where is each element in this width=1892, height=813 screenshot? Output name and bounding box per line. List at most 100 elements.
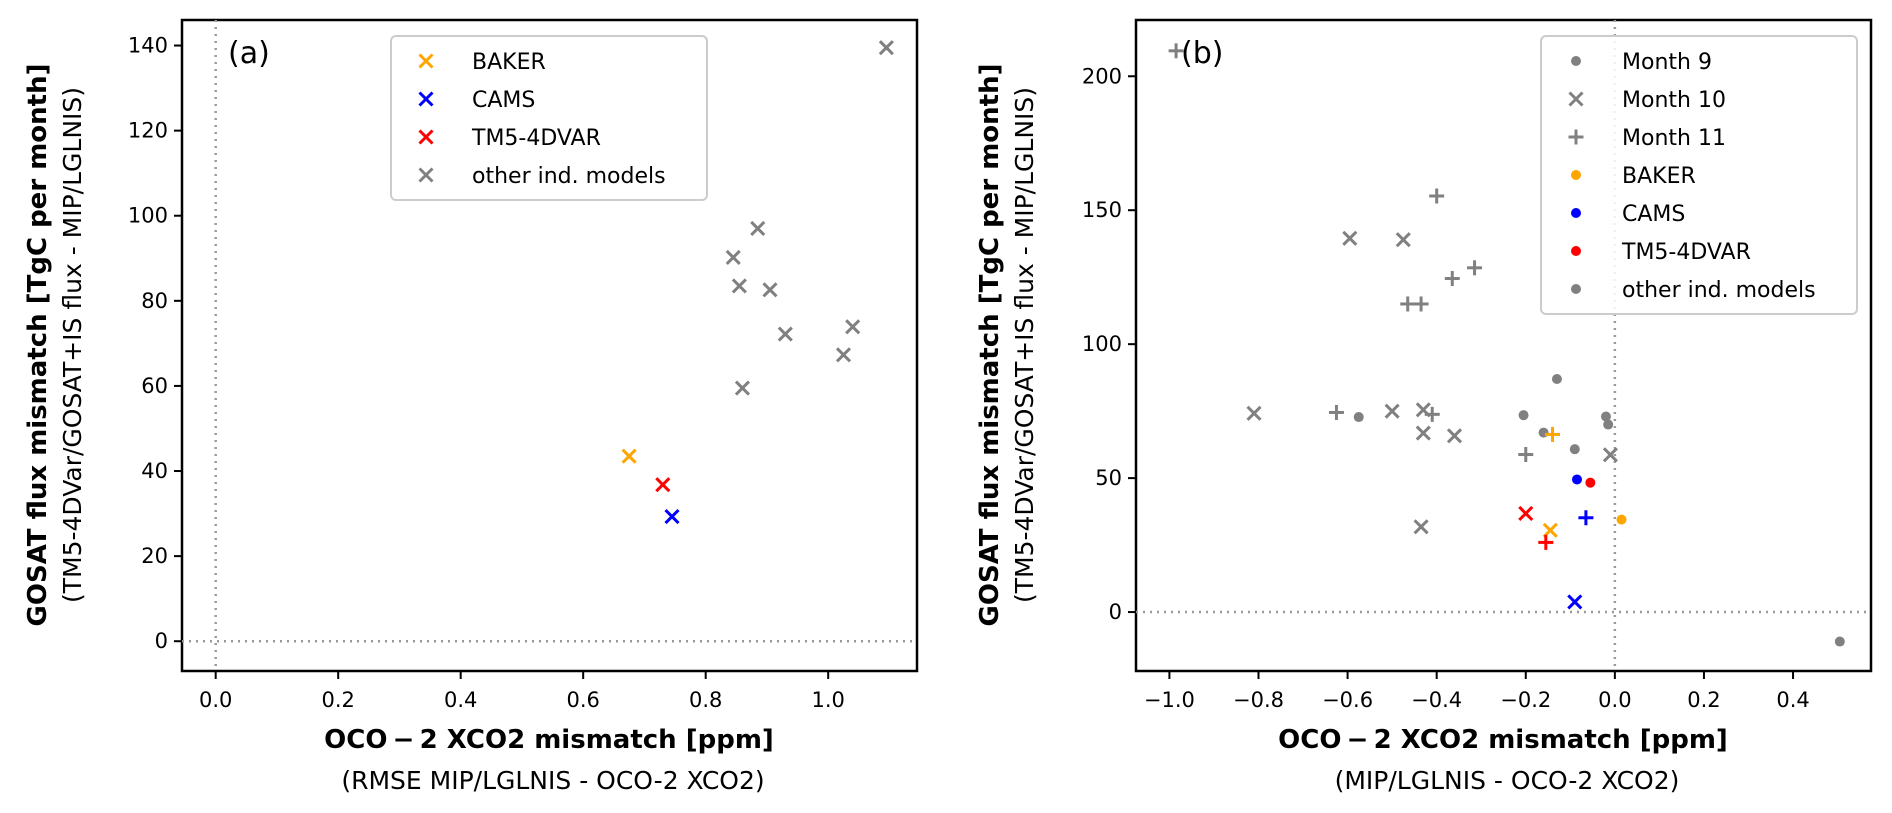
data-point-other-ind-models-month-11 [1518,447,1534,463]
panel-a-data-points [621,40,894,525]
panel-b-y-axis-label: GOSAT flux mismatch [TgC per month] [975,64,1005,627]
data-point-tm5-4dvar [655,477,671,493]
legend-label-other-ind-models: other ind. models [472,164,666,189]
data-point-other-ind-models-month-11 [1467,260,1483,276]
data-point-other-ind-models-month-10 [1415,425,1431,441]
data-point-other-ind-models-month-11 [1328,404,1344,420]
x-tick-label: 0.2 [321,688,354,712]
x-tick-label: 0.0 [1598,688,1631,712]
panel-a-label: (a) [228,36,270,71]
panel-a-x-axis-label: OCO − 2 XCO2 mismatch [ppm] [324,725,774,755]
x-tick-label: 0.4 [444,688,477,712]
y-tick-label: 60 [141,374,168,398]
legend-marker-baker [1571,170,1581,180]
legend-marker-other-ind-models [418,167,434,183]
y-tick-label: 200 [1082,64,1122,88]
data-point-cams [664,508,680,525]
data-point-tm5-4dvar-month-11 [1538,534,1554,550]
data-point-other-ind-models-month-9 [1603,419,1614,430]
x-tick-label: −0.2 [1500,688,1551,712]
data-point-other-ind-models-month-10 [1384,403,1400,419]
legend-marker-cams [1571,208,1581,218]
y-tick-label: 100 [1082,332,1122,356]
data-point-other-ind-models [734,380,750,396]
y-tick-label: 50 [1095,466,1122,490]
data-point-other-ind-models-month-11 [1413,296,1429,312]
data-point-other-ind-models-month-9 [1518,410,1529,421]
legend-box [1540,35,1858,315]
data-point-other-ind-models [845,319,861,335]
y-tick-label: 80 [141,289,168,313]
panel-b-x-axis-label: OCO − 2 XCO2 mismatch [ppm] [1278,725,1728,755]
data-point-other-ind-models-month-11 [1168,43,1184,59]
data-point-other-ind-models-month-9 [1551,373,1562,384]
legend-label-baker: BAKER [1622,164,1696,189]
data-point-baker [621,448,637,464]
panel-a-y-axis-sublabel: (TM5-4DVar/GOSAT+IS flux - MIP/LGLNIS) [58,87,87,603]
panel-b-x-ticks: −1.0 −0.8 −0.6 −0.4 −0.2 0.0 0.2 0.4 [1144,671,1810,712]
legend-marker-baker [418,53,434,69]
legend-label-cams: CAMS [1622,202,1685,227]
panel-b-x-axis-sublabel: (MIP/LGLNIS - OCO-2 XCO2) [1335,766,1680,795]
data-point-other-ind-models [762,282,778,298]
data-point-other-ind-models-month-10 [1342,230,1358,246]
data-point-other-ind-models-month-9 [1538,427,1549,438]
legend-label-month-10: Month 10 [1622,88,1726,113]
panel-b-label: (b) [1181,36,1223,71]
panel-a-scatter: 0.0 0.2 0.4 0.6 0.8 1.0 0 20 40 60 80 100 120 140 (a… [23,18,919,795]
x-tick-label: −1.0 [1144,688,1195,712]
legend-box [390,35,708,201]
data-point-other-ind-models-month-10 [1602,447,1618,463]
data-point-other-ind-models-month-10 [1413,519,1429,535]
x-tick-label: −0.6 [1322,688,1373,712]
legend-marker-month-11 [1568,129,1584,145]
x-tick-label: 0.2 [1687,688,1720,712]
legend-marker-cams [418,91,434,107]
data-point-tm5-4dvar-month-10 [1518,505,1534,522]
legend-label-other-ind-models: other ind. models [1622,278,1816,303]
data-point-other-ind-models-month-9 [1569,444,1580,455]
legend-label-month-11: Month 11 [1622,126,1726,151]
x-tick-label: 0.0 [199,688,232,712]
legend-marker-tm5-4dvar [418,129,434,145]
data-point-other-ind-models-month-11 [1424,406,1440,422]
data-point-other-ind-models [835,347,852,363]
data-point-other-ind-models-month-10 [1446,428,1463,444]
x-tick-label: −0.8 [1233,688,1284,712]
data-point-other-ind-models-month-9 [1600,411,1611,422]
data-point-other-ind-models [777,326,793,342]
data-point-other-ind-models [750,220,766,237]
panel-a-x-ticks: 0.0 0.2 0.4 0.6 0.8 1.0 [199,671,845,712]
data-point-other-ind-models [731,278,747,294]
data-point-other-ind-models-month-9 [1834,636,1845,647]
y-tick-label: 20 [141,544,168,568]
panel-b-legend: Month 9 Month 10 Month 11 BAKER CAMS TM5-4DVA… [1540,35,1858,315]
data-point-other-ind-models-month-11 [1429,188,1445,204]
y-tick-label: 150 [1082,198,1122,222]
legend-label-month-9: Month 9 [1622,50,1712,75]
legend-label-cams: CAMS [472,88,535,113]
data-point-cams-month-11 [1578,510,1594,526]
data-point-baker-month-10 [1542,522,1558,538]
data-point-cams-month-9 [1572,474,1582,485]
legend-label-tm5-4dvar: TM5-4DVAR [471,126,601,151]
data-point-other-ind-models-month-10 [1395,232,1411,248]
y-tick-label: 0 [1109,600,1122,624]
data-point-cams-month-10 [1567,594,1583,610]
panel-b-data-points [1168,43,1845,647]
panel-a-y-axis-label: GOSAT flux mismatch [TgC per month] [23,64,53,627]
x-tick-label: 0.4 [1776,688,1809,712]
legend-marker-month-9 [1571,56,1581,66]
panel-a-legend: BAKER CAMS TM5-4DVAR other ind. models [390,35,708,201]
legend-label-tm5-4dvar: TM5-4DVAR [1621,240,1751,265]
x-tick-label: −0.4 [1411,688,1462,712]
data-point-other-ind-models-month-11 [1400,296,1416,312]
y-tick-label: 100 [128,204,168,228]
legend-marker-tm5-4dvar [1571,246,1581,256]
legend-marker-other-ind-models [1571,284,1581,294]
data-point-other-ind-models-month-10 [1246,405,1262,421]
x-tick-label: 1.0 [811,688,844,712]
data-point-other-ind-models [878,40,894,56]
panel-b-y-ticks: 0 50 100 150 200 [1082,64,1136,624]
